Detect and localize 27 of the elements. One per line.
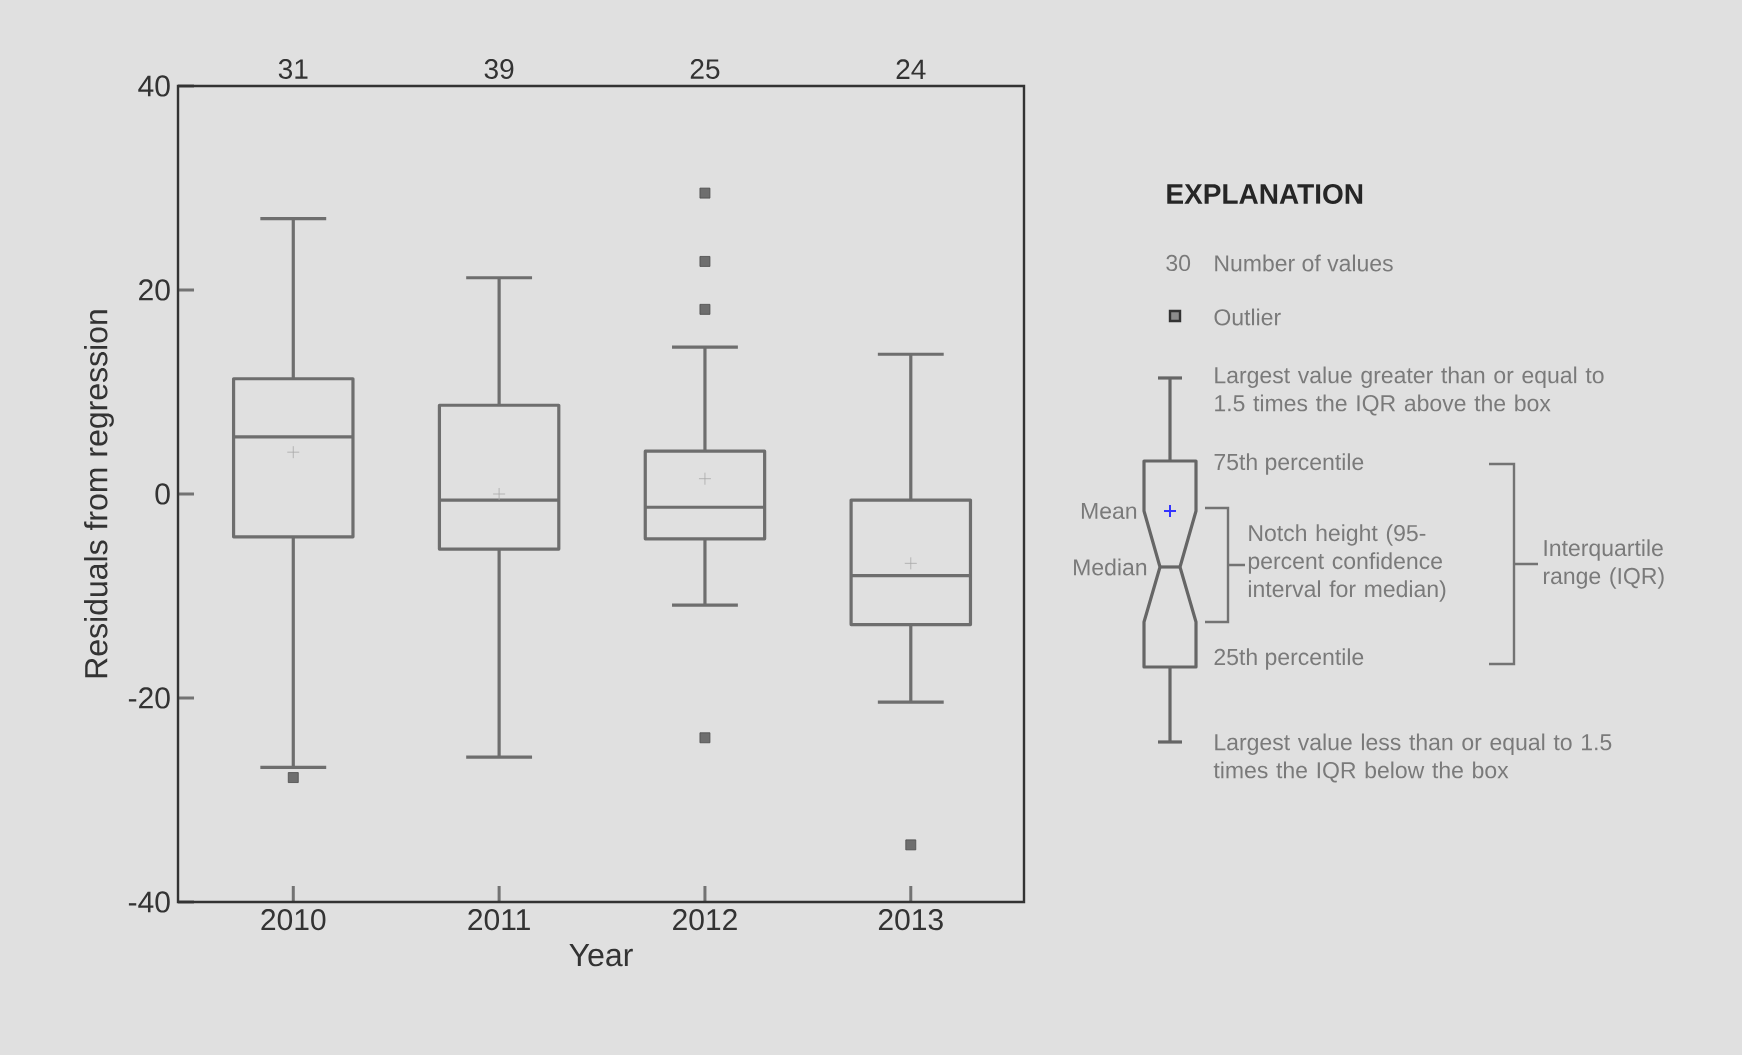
y-tick-label: -20 bbox=[128, 687, 170, 709]
text: Interquartile range (IQR) bbox=[1543, 539, 1664, 589]
text: EXPLANATION bbox=[1167, 184, 1363, 204]
text: Largest value less than or equal to 1.5 times the IQR below the box bbox=[1213, 733, 1612, 783]
text: 39 bbox=[484, 59, 514, 79]
x-tick-label: 2013 bbox=[878, 909, 943, 931]
text: Median bbox=[1074, 558, 1147, 576]
text: 31 bbox=[278, 59, 308, 79]
text: 30 bbox=[1166, 254, 1191, 272]
text: Notch height (95-percent confidence interval for median) bbox=[1248, 524, 1446, 602]
text: Largest value greater than or equal to 1.5 times the IQR above the box bbox=[1215, 366, 1604, 416]
y-tick-label: -40 bbox=[128, 891, 170, 913]
x-tick-label: 2010 bbox=[261, 909, 326, 931]
y-axis-title: Residuals from regression bbox=[84, 310, 114, 678]
text: Mean bbox=[1081, 502, 1137, 520]
x-tick-label: 2012 bbox=[673, 909, 737, 931]
text: Outlier bbox=[1214, 308, 1281, 326]
y-tick-label: 20 bbox=[139, 279, 170, 301]
text: 24 bbox=[896, 59, 926, 79]
y-tick-label: 0 bbox=[155, 483, 170, 505]
x-tick-label: 2011 bbox=[468, 909, 530, 931]
text: 25 bbox=[690, 59, 720, 79]
text: Number of values bbox=[1215, 254, 1393, 272]
x-axis-title: Year bbox=[569, 944, 633, 967]
y-tick-label: 40 bbox=[138, 75, 170, 97]
text: 25th percentile bbox=[1214, 648, 1364, 670]
text: 75th percentile bbox=[1214, 453, 1364, 475]
